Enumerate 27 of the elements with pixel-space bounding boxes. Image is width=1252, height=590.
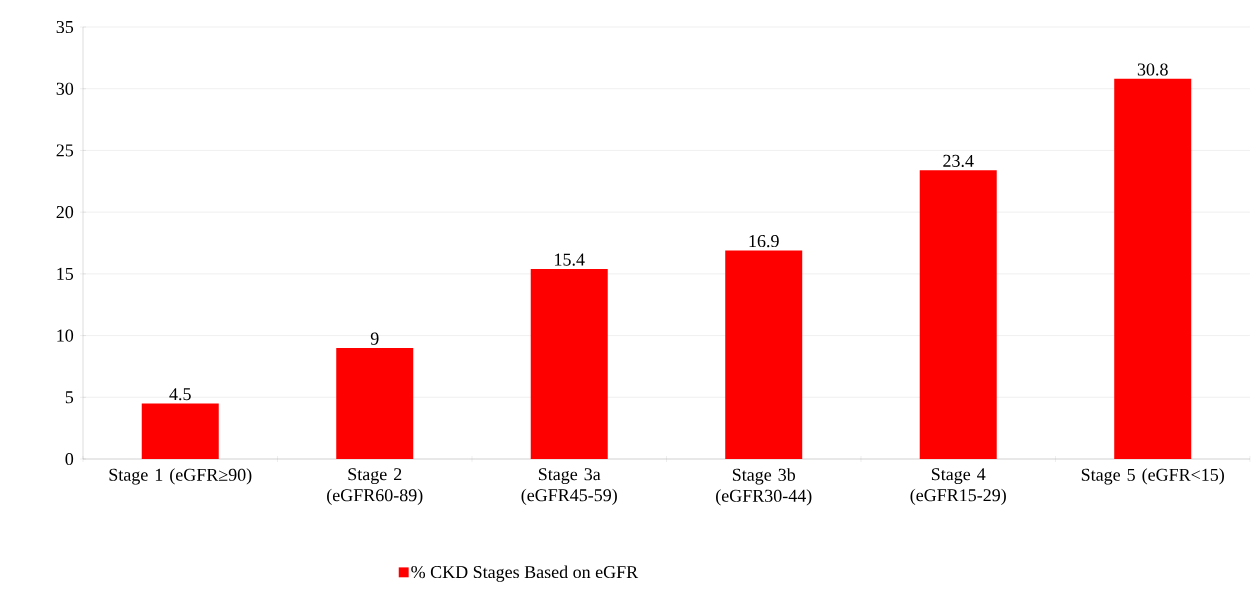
x-tick-label: Stage 4 (eGFR15-29) (910, 468, 1006, 505)
bar (725, 250, 803, 459)
data-label: 9 (370, 332, 379, 345)
data-label: 15.4 (555, 253, 585, 266)
y-tick-label: 5 (65, 391, 74, 404)
y-tick-label: 30 (56, 82, 74, 95)
x-tick-label: Stage 5 (eGFR<15) (1081, 468, 1224, 485)
y-tick-label: 10 (57, 329, 74, 342)
y-tick-label: 25 (56, 144, 74, 157)
bar (530, 268, 608, 459)
x-tick-label: Stage 1 (eGFR≥90) (109, 468, 252, 485)
data-label: 4.5 (169, 388, 191, 401)
x-tick-label: Stage 3a (eGFR45-59) (521, 468, 617, 505)
bar (336, 347, 414, 459)
data-label: 30.8 (1137, 63, 1168, 76)
y-tick-label: 0 (65, 452, 74, 466)
bar (919, 170, 997, 459)
x-tick-label: Stage 2 (eGFR60-89) (327, 468, 423, 505)
data-label: 16.9 (749, 235, 779, 248)
y-tick-label: 20 (56, 206, 74, 219)
x-tick-label: Stage 3b (eGFR30-44) (716, 468, 812, 506)
legend-label: % CKD Stages Based on eGFR (411, 565, 639, 582)
bar (1114, 78, 1192, 459)
data-label: 23.4 (943, 154, 974, 167)
bar (141, 403, 219, 459)
y-tick-label: 35 (56, 20, 74, 34)
y-tick-label: 15 (57, 267, 74, 280)
